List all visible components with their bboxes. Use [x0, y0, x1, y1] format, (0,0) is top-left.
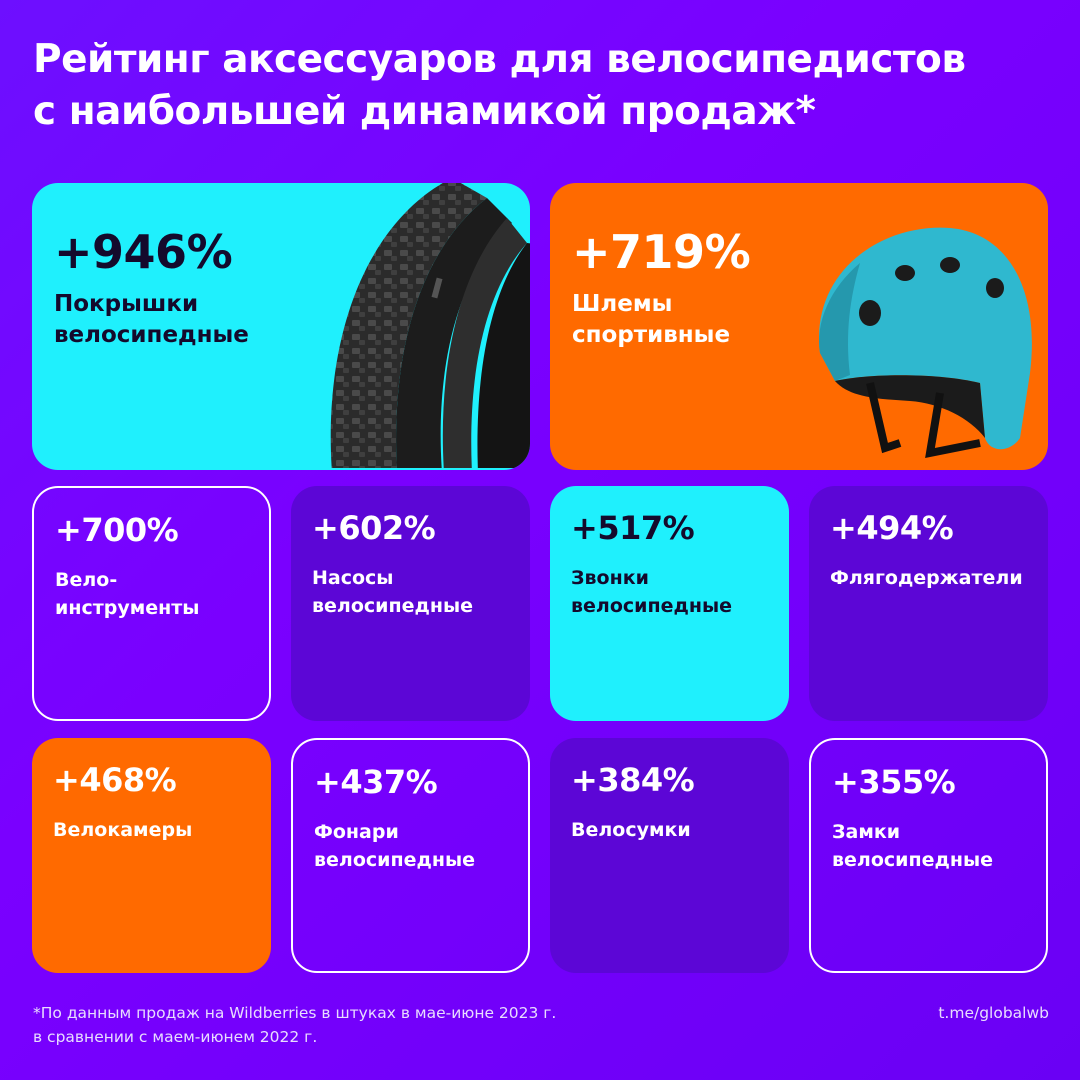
- locks-label-line-1: Замки: [832, 821, 901, 843]
- locks-percent: +355%: [832, 763, 956, 801]
- helmets-label-line-1: Шлемы: [572, 291, 673, 317]
- tires-percent: +946%: [54, 225, 233, 279]
- bags-label-line-1: Велосумки: [571, 819, 691, 841]
- card-bicycle-tires: +946% Покрышки велосипедные: [32, 183, 530, 470]
- footnote-line-1: *По данным продаж на Wildberries в штука…: [33, 1004, 557, 1022]
- pumps-label: Насосы велосипедные: [312, 564, 473, 620]
- locks-label-line-2: велосипедные: [832, 849, 994, 871]
- bicycle-tire-image: [330, 183, 530, 468]
- lights-label-line-1: Фонари: [314, 821, 399, 843]
- card-sport-helmets: +719% Шлемы спортивные: [550, 183, 1048, 470]
- lights-percent: +437%: [314, 763, 438, 801]
- bells-label-line-1: Звонки: [571, 567, 649, 589]
- tools-label-line-2: инструменты: [55, 597, 200, 619]
- bags-percent: +384%: [571, 761, 695, 799]
- bags-label: Велосумки: [571, 816, 691, 844]
- bells-label-line-2: велосипедные: [571, 595, 733, 617]
- footnote: *По данным продаж на Wildberries в штука…: [33, 1001, 556, 1049]
- pumps-percent: +602%: [312, 509, 436, 547]
- lights-label: Фонари велосипедные: [314, 818, 475, 874]
- card-bike-locks: +355% Замки велосипедные: [809, 738, 1048, 973]
- tools-percent: +700%: [55, 511, 179, 549]
- pumps-label-line-2: велосипедные: [312, 595, 474, 617]
- lights-label-line-2: велосипедные: [314, 849, 476, 871]
- title-line-2: с наибольшей динамикой продаж*: [33, 89, 816, 134]
- bottle-holders-label: Флягодержатели: [830, 564, 1023, 592]
- locks-label: Замки велосипедные: [832, 818, 993, 874]
- bells-label: Звонки велосипедные: [571, 564, 732, 620]
- card-bike-bags: +384% Велосумки: [550, 738, 789, 973]
- page-title: Рейтинг аксессуаров для велосипедистов с…: [33, 34, 1033, 138]
- card-bottle-holders: +494% Флягодержатели: [809, 486, 1048, 721]
- tubes-label-line-1: Велокамеры: [53, 819, 193, 841]
- tools-label-line-1: Вело-: [55, 569, 118, 591]
- pumps-label-line-1: Насосы: [312, 567, 394, 589]
- sport-helmet-image: [819, 227, 1032, 459]
- bells-percent: +517%: [571, 509, 695, 547]
- card-bike-pumps: +602% Насосы велосипедные: [291, 486, 530, 721]
- card-bike-bells: +517% Звонки велосипедные: [550, 486, 789, 721]
- helmets-label: Шлемы спортивные: [572, 289, 730, 351]
- tires-label-line-2: велосипедные: [54, 322, 249, 348]
- bottle-holders-label-line-1: Флягодержатели: [830, 567, 1023, 589]
- tires-label-line-1: Покрышки: [54, 291, 199, 317]
- card-bike-tubes: +468% Велокамеры: [32, 738, 271, 973]
- helmets-percent: +719%: [572, 225, 751, 279]
- tubes-percent: +468%: [53, 761, 177, 799]
- tools-label: Вело- инструменты: [55, 566, 199, 622]
- card-bike-lights: +437% Фонари велосипедные: [291, 738, 530, 973]
- card-bike-tools: +700% Вело- инструменты: [32, 486, 271, 721]
- title-line-1: Рейтинг аксессуаров для велосипедистов: [33, 37, 966, 82]
- helmets-label-line-2: спортивные: [572, 322, 731, 348]
- footnote-line-2: в сравнении с маем-июнем 2022 г.: [33, 1028, 318, 1046]
- tires-label: Покрышки велосипедные: [54, 289, 249, 351]
- bottle-holders-percent: +494%: [830, 509, 954, 547]
- telegram-channel-link[interactable]: t.me/globalwb: [938, 1004, 1049, 1022]
- tubes-label: Велокамеры: [53, 816, 192, 844]
